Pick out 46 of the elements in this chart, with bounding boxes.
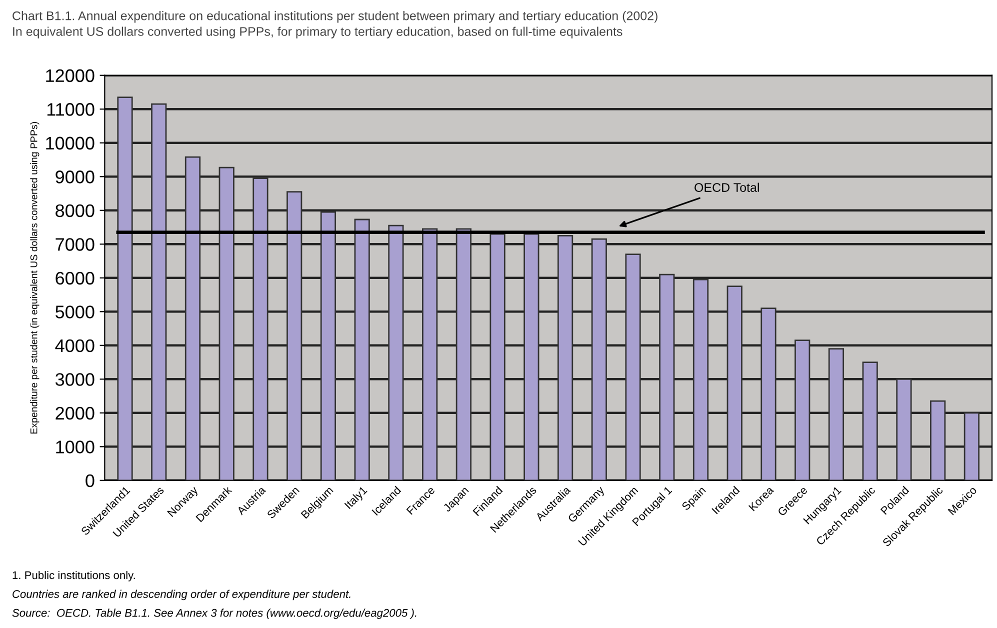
y-tick-label: 10000 xyxy=(46,136,94,150)
chart-subtitle: In equivalent US dollars converted using PPPs, for primary to tertiary education, based on full-time equivalents xyxy=(13,26,622,38)
bar xyxy=(388,224,404,480)
bar xyxy=(320,211,336,480)
ref-line-label: OECD Total xyxy=(694,182,759,192)
y-axis-title: Expenditure per student (in equivalent US dollars converted using PPPs) xyxy=(30,122,40,434)
bar xyxy=(117,96,133,480)
y-tick-label: 2000 xyxy=(56,406,94,420)
bar xyxy=(557,235,574,480)
bar xyxy=(625,254,641,480)
bar xyxy=(422,228,438,480)
bar xyxy=(252,178,268,480)
bar xyxy=(794,340,810,480)
bar xyxy=(218,166,234,480)
bar xyxy=(456,228,472,480)
y-tick-label: 6000 xyxy=(56,272,94,285)
y-tick-label: 8000 xyxy=(56,204,94,218)
text: Countries are ranked in descending order of expenditure per student. xyxy=(12,590,350,600)
bar xyxy=(659,274,675,480)
y-tick-label: 5000 xyxy=(56,306,94,318)
y-tick-label: 11000 xyxy=(47,103,94,116)
bar xyxy=(286,191,302,480)
source-note: Source: OECD. Table B1.1. See Annex 3 for notes (www.oecd.org/edu/eag2005 ). xyxy=(12,608,416,619)
y-tick-label: 12000 xyxy=(46,69,94,82)
text: 1. Public institutions only. xyxy=(12,570,135,582)
bar xyxy=(896,378,912,480)
bar xyxy=(862,362,878,480)
bar xyxy=(184,156,201,480)
bar xyxy=(760,308,776,480)
y-tick-label: 3000 xyxy=(55,373,94,386)
y-tick-label: 4000 xyxy=(55,339,94,352)
y-tick-label: 1000 xyxy=(56,440,94,454)
bar xyxy=(524,233,540,480)
y-tick-label: 7000 xyxy=(56,238,94,251)
y-tick-label: 0 xyxy=(86,474,94,488)
bar xyxy=(964,412,980,480)
bar xyxy=(151,103,167,480)
bar xyxy=(828,348,844,480)
bar xyxy=(930,400,946,480)
bar xyxy=(591,238,607,480)
bar xyxy=(354,218,370,480)
bar xyxy=(726,286,742,480)
chart-title: Chart B1.1. Annual expenditure on educational institutions per student between primary and tertiary education (2002) xyxy=(12,11,658,23)
y-tick-label: 9000 xyxy=(56,170,94,184)
bar xyxy=(490,233,506,480)
bar xyxy=(692,278,709,480)
